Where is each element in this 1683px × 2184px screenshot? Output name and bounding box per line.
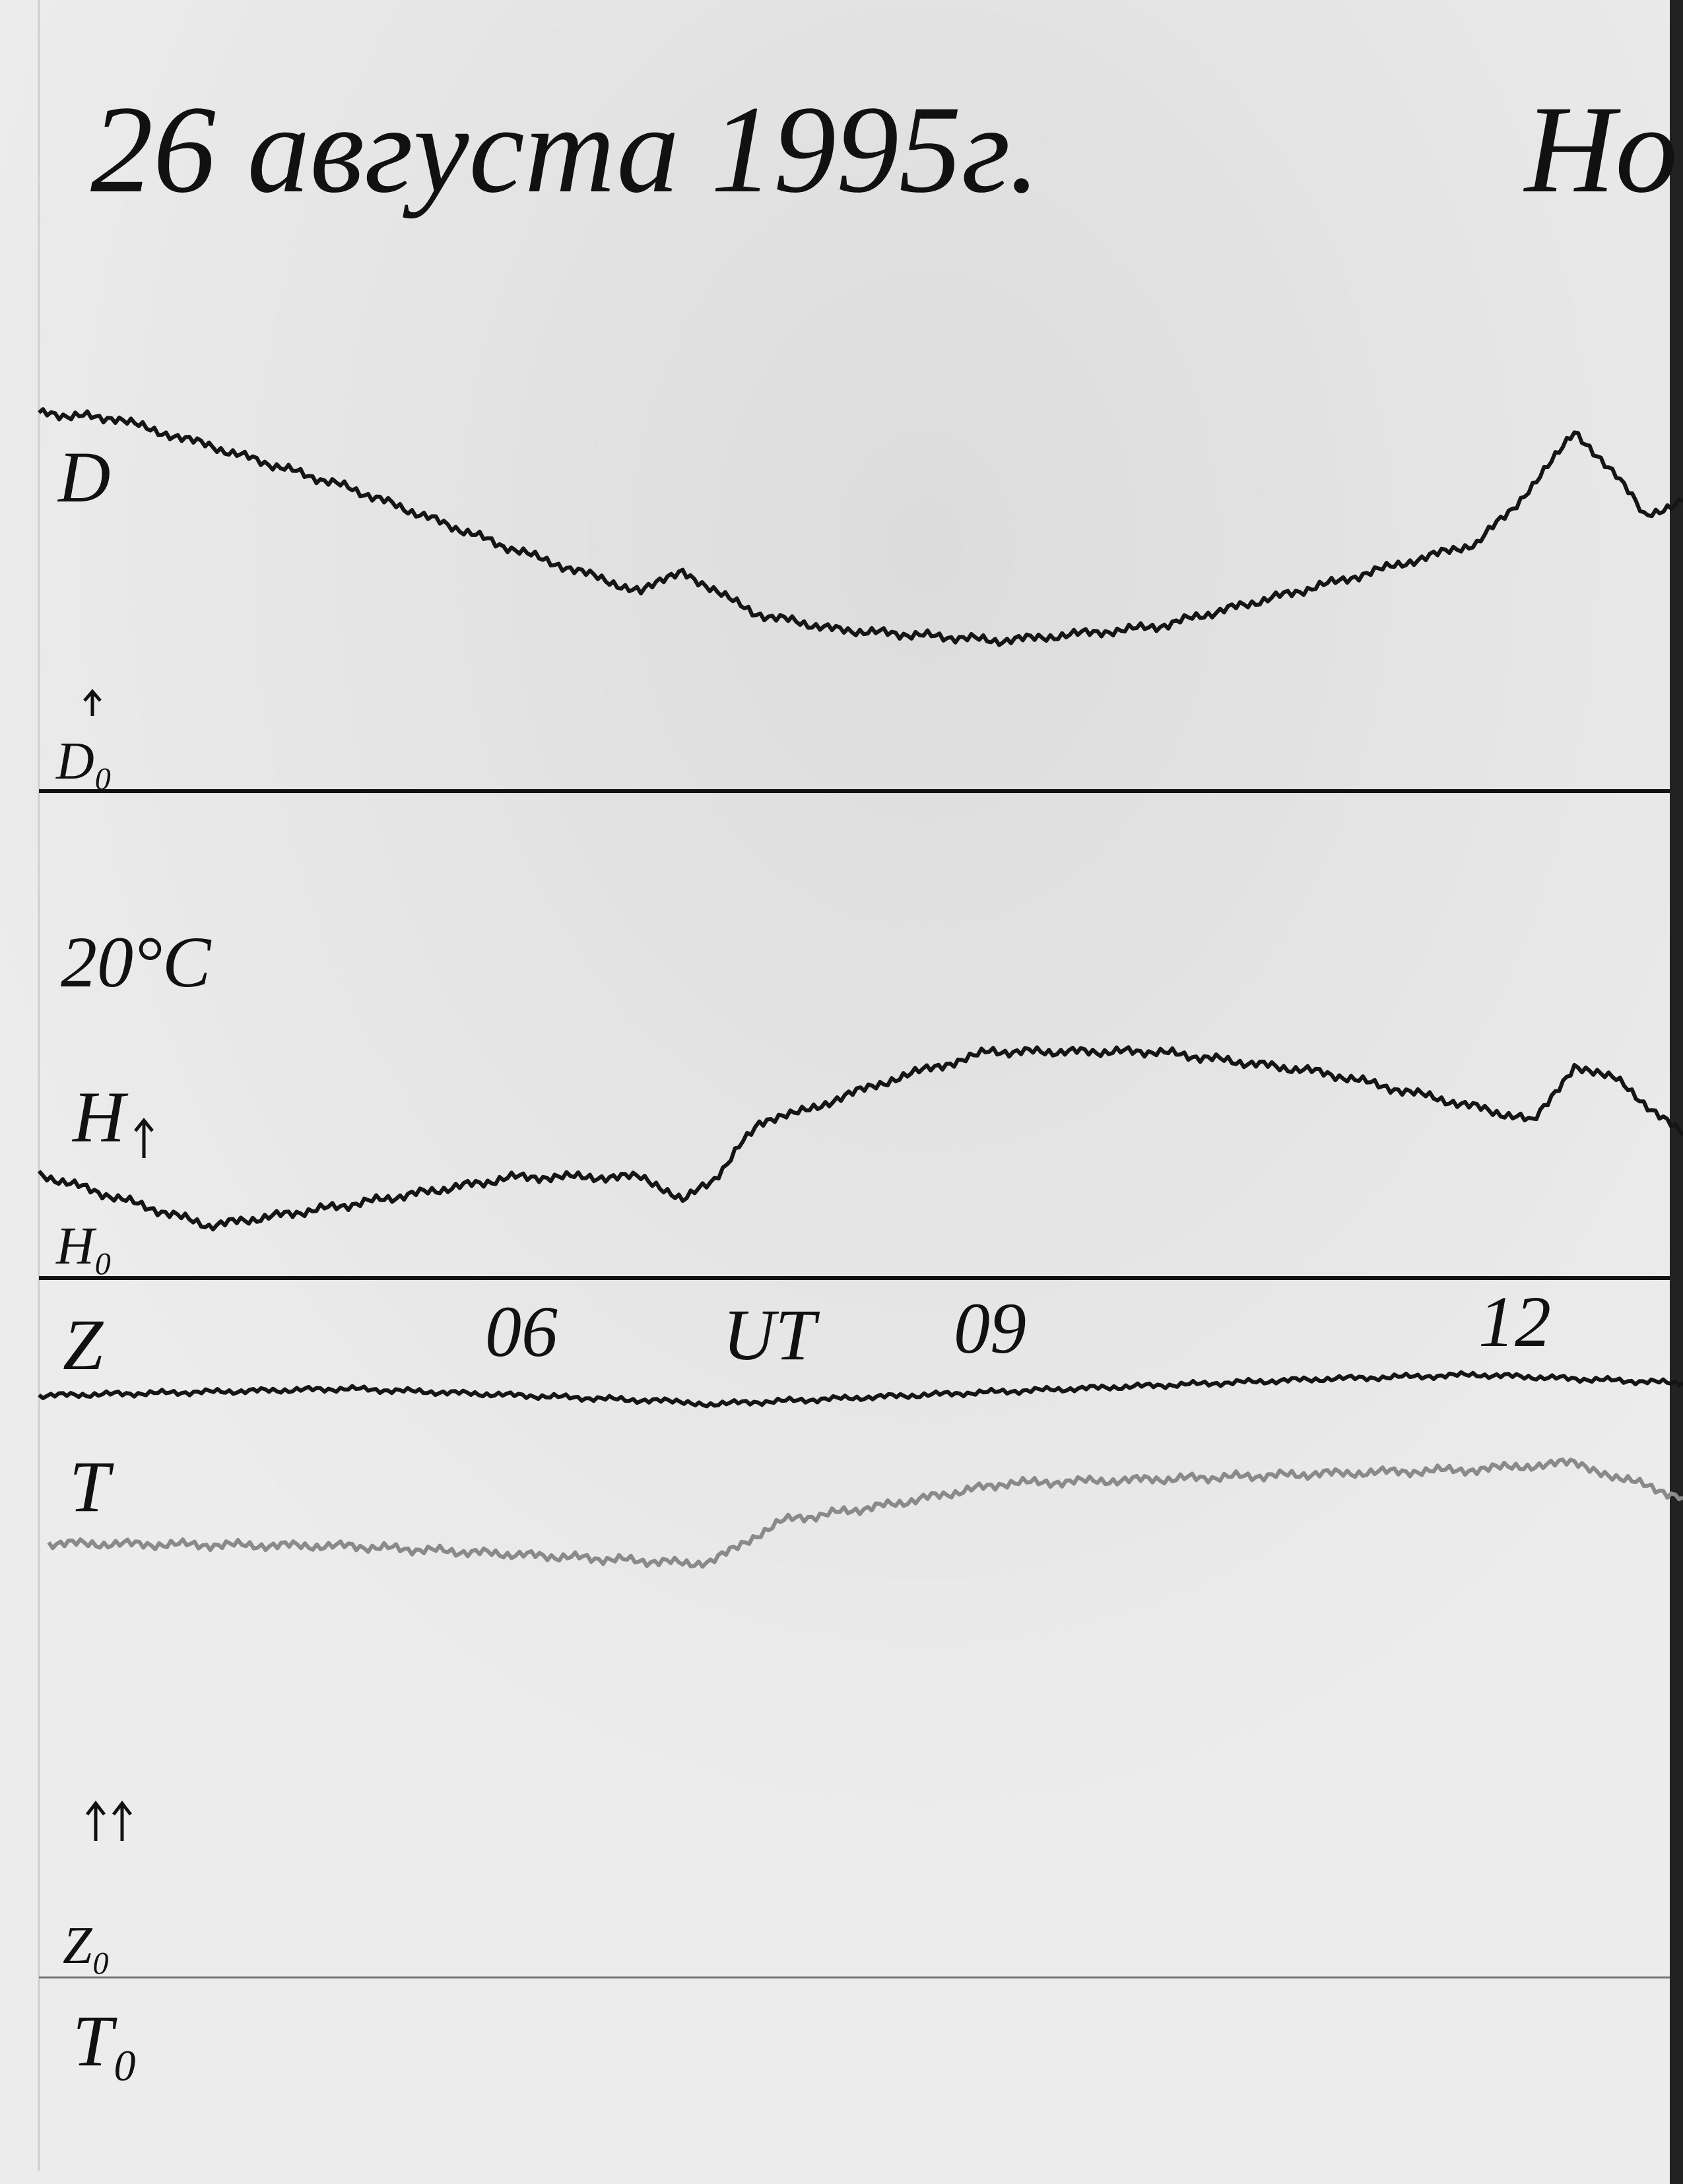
time-tick: 09 [954,1288,1026,1368]
traces [37,407,1683,1569]
time-tick: 06 [485,1291,558,1372]
time-unit: UT [723,1295,820,1375]
time-tick: 12 [1478,1281,1551,1362]
arrow [83,689,102,716]
trace-h [37,1045,1683,1232]
arrows [86,1800,132,1841]
paper-edge [1670,0,1683,2184]
temperature: 20°C [61,922,212,1002]
date: 26 августа 1995г. [90,80,1040,219]
label-d0: D₀ [55,732,113,790]
trace-d [38,407,1683,647]
label-h0: H₀ [55,1217,113,1275]
trace-t [47,1458,1683,1569]
label-z: Z [63,1304,104,1385]
label-z0: Z₀ [63,1917,110,1975]
label-d: D [57,437,110,517]
label-t0: T₀ [73,2001,138,2081]
arrow [134,1118,154,1158]
label-h: H [71,1077,129,1157]
label-t: T [69,1446,114,1527]
station: Ho [1523,80,1678,219]
trace-z [38,1370,1683,1409]
